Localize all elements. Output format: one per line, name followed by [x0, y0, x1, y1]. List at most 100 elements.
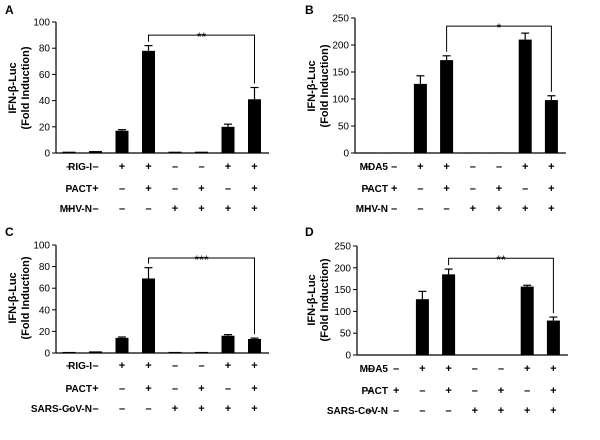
bar [168, 351, 182, 353]
condition-sign: + [522, 203, 528, 215]
condition-sign: + [92, 183, 98, 195]
bar [221, 335, 235, 353]
y-axis-label-line: (Fold Induction) [20, 46, 32, 129]
bar [89, 351, 102, 353]
significance-label: ** [496, 253, 506, 267]
condition-sign: – [145, 203, 151, 215]
condition-sign: + [393, 385, 399, 397]
bar [546, 320, 560, 355]
bar [520, 286, 534, 355]
condition-sign: – [417, 203, 423, 215]
condition-sign: + [550, 385, 556, 397]
condition-sign: – [119, 183, 125, 195]
condition-sign: + [251, 183, 257, 195]
y-tick-label: 100 [334, 307, 351, 318]
condition-sign: – [198, 161, 204, 173]
y-axis-label-line: IFN-β-Luc [7, 62, 19, 113]
panel-c: C IFN-β-Luc(Fold Induction) 0 20 40 60 80 100 **… [5, 225, 269, 415]
y-axis-label-line: IFN-β-Luc [306, 60, 318, 111]
condition-label: PACT [66, 184, 92, 195]
condition-sign: + [172, 403, 178, 415]
bar [361, 152, 375, 154]
y-tick-label: 50 [338, 122, 350, 133]
condition-sign: – [145, 403, 151, 415]
condition-sign: – [66, 183, 72, 195]
condition-sign: – [225, 183, 231, 195]
panel-d: D IFN-β-Luc(Fold Induction) 0 50 100 150 200 25… [305, 225, 568, 417]
condition-sign: + [550, 363, 556, 375]
bar [466, 152, 480, 154]
y-tick-label: 80 [39, 262, 51, 273]
y-axis-label-line: (Fold Induction) [20, 256, 32, 339]
condition-label: RIG-I [68, 162, 92, 173]
condition-sign: + [119, 161, 125, 173]
condition-label: SARS-CoV-N [31, 404, 92, 415]
bar [168, 151, 182, 153]
condition-sign: + [251, 403, 257, 415]
condition-sign: + [251, 360, 257, 372]
condition-sign: – [365, 183, 371, 195]
bar [440, 60, 454, 154]
condition-label: PACT [362, 184, 388, 195]
y-tick-label: 40 [39, 96, 51, 107]
bar [195, 151, 208, 153]
condition-sign: + [417, 161, 423, 173]
significance-label: *** [194, 253, 208, 267]
condition-sign: – [444, 203, 450, 215]
condition-sign: + [251, 203, 257, 215]
y-tick-label: 80 [39, 44, 51, 55]
condition-sign: – [225, 383, 231, 395]
condition-sign: – [393, 405, 399, 417]
bar [62, 151, 76, 153]
y-tick-label: 20 [39, 122, 51, 133]
condition-sign: – [119, 203, 125, 215]
bar [195, 351, 208, 353]
bar [442, 274, 456, 355]
y-tick-label: 0 [44, 149, 50, 160]
y-axis-label-line: IFN-β-Luc [306, 274, 318, 325]
y-tick-label: 250 [332, 14, 349, 25]
y-axis-label: IFN-β-Luc(Fold Induction) [7, 46, 32, 129]
y-tick-label: 100 [33, 18, 50, 29]
panel-label: B [305, 3, 314, 17]
y-tick-label: 20 [39, 327, 51, 338]
condition-sign: + [145, 360, 151, 372]
condition-sign: + [251, 161, 257, 173]
y-tick-label: 0 [343, 149, 349, 160]
significance-bracket [148, 34, 255, 84]
condition-label: MDA5 [360, 364, 389, 375]
condition-label: SARS-CoV-N [327, 406, 388, 417]
condition-sign: – [524, 385, 530, 397]
condition-sign: – [393, 363, 399, 375]
y-axis-label: IFN-β-Luc(Fold Induction) [306, 258, 331, 341]
significance-bracket [448, 257, 554, 314]
condition-sign: – [470, 183, 476, 195]
condition-sign: + [524, 363, 530, 375]
condition-sign: – [92, 203, 98, 215]
condition-sign: – [92, 161, 98, 173]
condition-sign: – [66, 360, 72, 372]
y-tick-label: 200 [334, 263, 351, 274]
bar [115, 337, 129, 353]
bar [494, 354, 508, 356]
panel-label: C [5, 225, 14, 239]
condition-sign: – [198, 360, 204, 372]
condition-sign: – [172, 161, 178, 173]
condition-sign: + [522, 161, 528, 173]
condition-sign: + [198, 383, 204, 395]
condition-sign: + [443, 183, 449, 195]
condition-sign: + [225, 403, 231, 415]
condition-label: PACT [362, 386, 388, 397]
y-axis-label: IFN-β-Luc(Fold Induction) [306, 44, 331, 127]
bar [389, 354, 403, 356]
condition-label: RIG-I [68, 361, 92, 372]
y-tick-label: 150 [332, 68, 349, 79]
condition-sign: – [365, 161, 371, 173]
y-axis-label-line: (Fold Induction) [319, 44, 331, 127]
condition-sign: + [92, 383, 98, 395]
condition-sign: – [446, 405, 452, 417]
condition-sign: + [225, 203, 231, 215]
condition-sign: + [225, 161, 231, 173]
panel-a: A IFN-β-Luc(Fold Induction) 0 20 40 60 80 100 **… [5, 3, 269, 215]
